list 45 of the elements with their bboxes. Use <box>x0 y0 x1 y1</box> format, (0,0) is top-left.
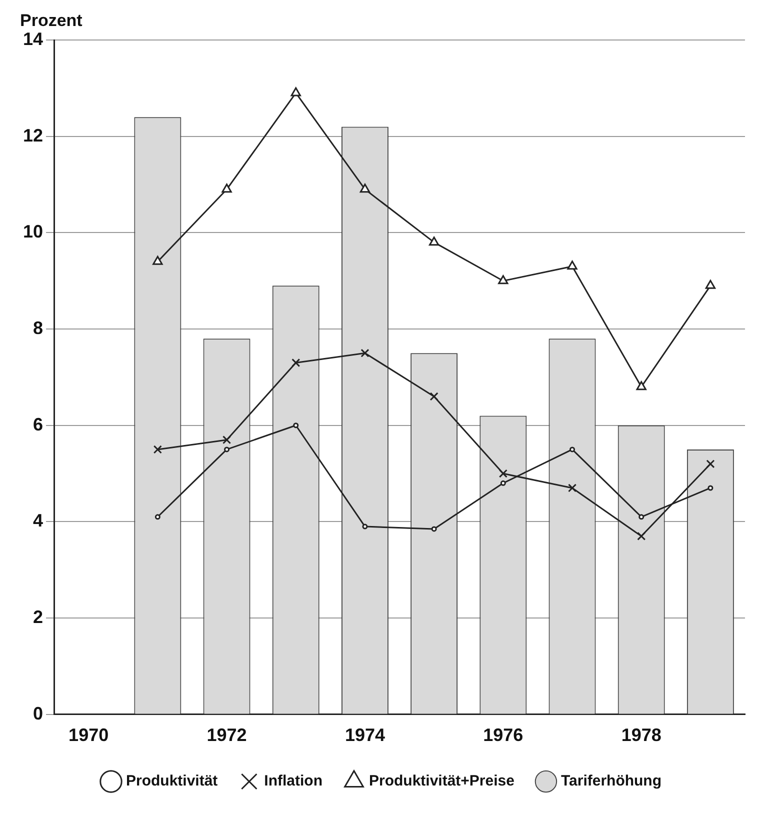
point <box>498 275 508 284</box>
x-tick-label: 1976 <box>483 725 524 746</box>
x-tick-label: 1974 <box>344 725 385 746</box>
point <box>154 514 160 520</box>
point <box>224 446 230 452</box>
x-tick-label: 1970 <box>68 725 109 746</box>
y-tick-label: 4 <box>33 510 44 531</box>
legend-label: Produktivität <box>126 772 218 790</box>
point <box>637 532 646 540</box>
y-tick-label: 14 <box>22 28 44 49</box>
point <box>292 358 300 368</box>
point <box>428 236 440 246</box>
point <box>567 260 578 270</box>
point <box>293 422 299 428</box>
point <box>431 526 437 532</box>
y-tick-label: 12 <box>22 125 44 146</box>
x-tick-label: 1972 <box>206 725 247 746</box>
point <box>638 514 644 520</box>
legend-label: Produktivität+Preise <box>368 772 514 790</box>
point <box>706 460 715 468</box>
y-tick-label: 10 <box>22 222 44 242</box>
legend-label: Inflation <box>264 772 322 790</box>
point <box>222 436 232 444</box>
point <box>153 445 162 454</box>
point <box>500 480 506 486</box>
point <box>708 485 714 491</box>
y-tick-label: 0 <box>33 703 44 724</box>
legend-label: Tariferhöhung <box>560 772 662 790</box>
point <box>360 184 370 193</box>
y-axis-title: Prozent <box>20 11 83 30</box>
point <box>362 524 368 530</box>
x-tick-label: 1978 <box>621 725 662 746</box>
point <box>568 484 577 492</box>
point <box>570 446 576 452</box>
y-tick-label: 8 <box>33 318 44 338</box>
point <box>222 184 232 193</box>
point <box>152 256 163 265</box>
y-tick-label: 6 <box>33 414 44 434</box>
point <box>498 469 508 478</box>
point <box>290 87 301 96</box>
y-tick-label: 2 <box>33 607 44 628</box>
point <box>360 348 370 358</box>
point <box>636 381 646 390</box>
point <box>430 392 438 401</box>
point <box>705 280 716 289</box>
